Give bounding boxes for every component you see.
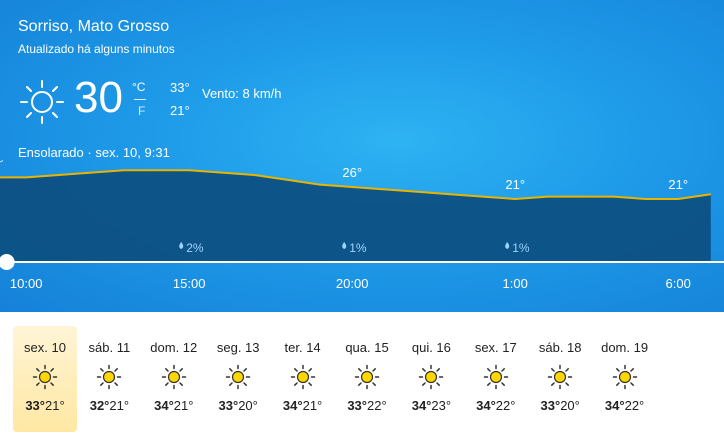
day-low: 22° — [367, 398, 387, 413]
day-name: qui. 16 — [411, 340, 451, 355]
day-high: 33° — [347, 398, 367, 413]
current-time-handle[interactable] — [0, 254, 15, 270]
day-high: 33° — [540, 398, 561, 413]
sun-icon — [354, 364, 380, 390]
day-high: 32° — [89, 398, 110, 413]
day-high: 33° — [25, 398, 45, 413]
sun-icon — [612, 364, 638, 390]
time-tick-label: 20:00 — [336, 276, 369, 291]
precip-label: 1% — [512, 241, 530, 255]
day-low: 21° — [302, 398, 323, 413]
location-name: Sorriso, Mato Grosso — [18, 18, 170, 35]
day-forecast-7[interactable]: qui. 16 34°23° — [399, 326, 463, 432]
updated-text: Atualizado há alguns minutos — [18, 42, 175, 56]
wind-info: Vento: 8 km/h — [202, 86, 282, 101]
day-low: 21° — [45, 398, 65, 413]
day-name: sex. 10 — [24, 340, 66, 355]
temp-label: 21° — [505, 177, 525, 192]
current-low: 21° — [170, 103, 190, 118]
temp-label: 30° — [0, 160, 3, 170]
current-weather-panel: Sorriso, Mato Grosso Atualizado há algun… — [0, 0, 724, 312]
day-forecast-4[interactable]: seg. 13 33°20° — [206, 326, 270, 432]
day-temps: 34°21° — [142, 398, 206, 413]
day-high: 34° — [154, 398, 174, 413]
day-name: sáb. 11 — [88, 340, 131, 355]
day-temps: 34°21° — [271, 398, 335, 413]
current-high: 33° — [170, 80, 190, 95]
day-forecast-5[interactable]: ter. 14 34°21° — [271, 326, 335, 432]
day-name: dom. 12 — [150, 340, 198, 355]
day-temps: 34°22° — [464, 398, 528, 413]
sun-icon — [290, 364, 316, 390]
time-tick-label: 1:00 — [503, 276, 528, 291]
temp-label: 26° — [342, 165, 362, 180]
day-forecast-8[interactable]: sex. 17 34°22° — [464, 326, 528, 432]
day-name: sex. 17 — [474, 340, 517, 355]
sun-icon — [225, 364, 251, 390]
temperature-line — [0, 169, 711, 201]
day-name: ter. 14 — [284, 340, 321, 355]
day-low: 20° — [238, 398, 258, 413]
precip-label: 2% — [186, 241, 204, 255]
day-forecast-6[interactable]: qua. 15 33°22° — [335, 326, 399, 432]
day-temps: 33°20° — [206, 398, 270, 413]
day-forecast-10[interactable]: dom. 19 34°22° — [593, 326, 657, 432]
precip-label: 1% — [349, 241, 367, 255]
day-forecast-9[interactable]: sáb. 18 33°20° — [528, 326, 592, 432]
day-temps: 32°21° — [77, 398, 141, 413]
condition-text: Ensolarado — [18, 145, 84, 160]
time-tick-label: 15:00 — [173, 276, 206, 291]
celsius-toggle[interactable]: °C — [132, 80, 146, 94]
day-low: 22° — [495, 398, 516, 413]
sun-icon — [483, 364, 509, 390]
day-high: 34° — [604, 398, 625, 413]
day-high: 34° — [282, 398, 303, 413]
hourly-temperature-chart[interactable]: 30° 33° 26° 21° 21° 2% 1% 1% 10:00 15:00 20:00 1:00… — [0, 160, 724, 312]
day-high: 34° — [476, 398, 496, 413]
daily-forecast-strip: sex. 10 33°21° sáb. 11 32°21° dom. 12 34°21° s… — [0, 312, 724, 437]
raindrop-icon — [505, 242, 510, 249]
day-low: 21° — [109, 398, 130, 413]
condition-separator: · — [87, 145, 92, 160]
day-name: sáb. 18 — [538, 340, 582, 355]
sun-icon — [20, 80, 64, 124]
day-name: qua. 15 — [345, 340, 389, 355]
sun-icon — [32, 364, 58, 390]
time-tick-label: 10:00 — [10, 276, 43, 291]
day-temps: 34°22° — [593, 398, 657, 413]
day-temps: 33°22° — [335, 398, 399, 413]
condition-line: Ensolarado · sex. 10, 9:31 — [18, 145, 170, 160]
day-name: dom. 19 — [601, 340, 649, 355]
raindrop-icon — [342, 242, 347, 249]
sun-icon — [96, 364, 122, 390]
day-forecast-2[interactable]: sáb. 11 32°21° — [77, 326, 141, 432]
condition-datetime: sex. 10, 9:31 — [95, 145, 170, 160]
day-forecast-1[interactable]: sex. 10 33°21° — [13, 326, 77, 432]
day-name: seg. 13 — [216, 340, 260, 355]
day-high: 34° — [411, 398, 432, 413]
day-temps: 33°21° — [13, 398, 77, 413]
day-low: 23° — [431, 398, 452, 413]
day-temps: 33°20° — [528, 398, 592, 413]
fahrenheit-toggle[interactable]: F — [138, 104, 146, 118]
temp-label: 33° — [179, 160, 199, 163]
temp-label: 21° — [668, 177, 688, 192]
sun-icon — [418, 364, 444, 390]
day-low: 21° — [173, 398, 194, 413]
day-high: 33° — [218, 398, 239, 413]
time-tick-label: 6:00 — [666, 276, 691, 291]
temperature-area — [0, 170, 711, 262]
raindrop-icon — [179, 242, 184, 249]
day-low: 20° — [560, 398, 580, 413]
unit-divider — [134, 99, 146, 100]
day-low: 22° — [624, 398, 645, 413]
day-forecast-3[interactable]: dom. 12 34°21° — [142, 326, 206, 432]
day-temps: 34°23° — [399, 398, 463, 413]
current-temperature: 30 — [74, 73, 123, 122]
sun-icon — [161, 364, 187, 390]
sun-icon — [547, 364, 573, 390]
